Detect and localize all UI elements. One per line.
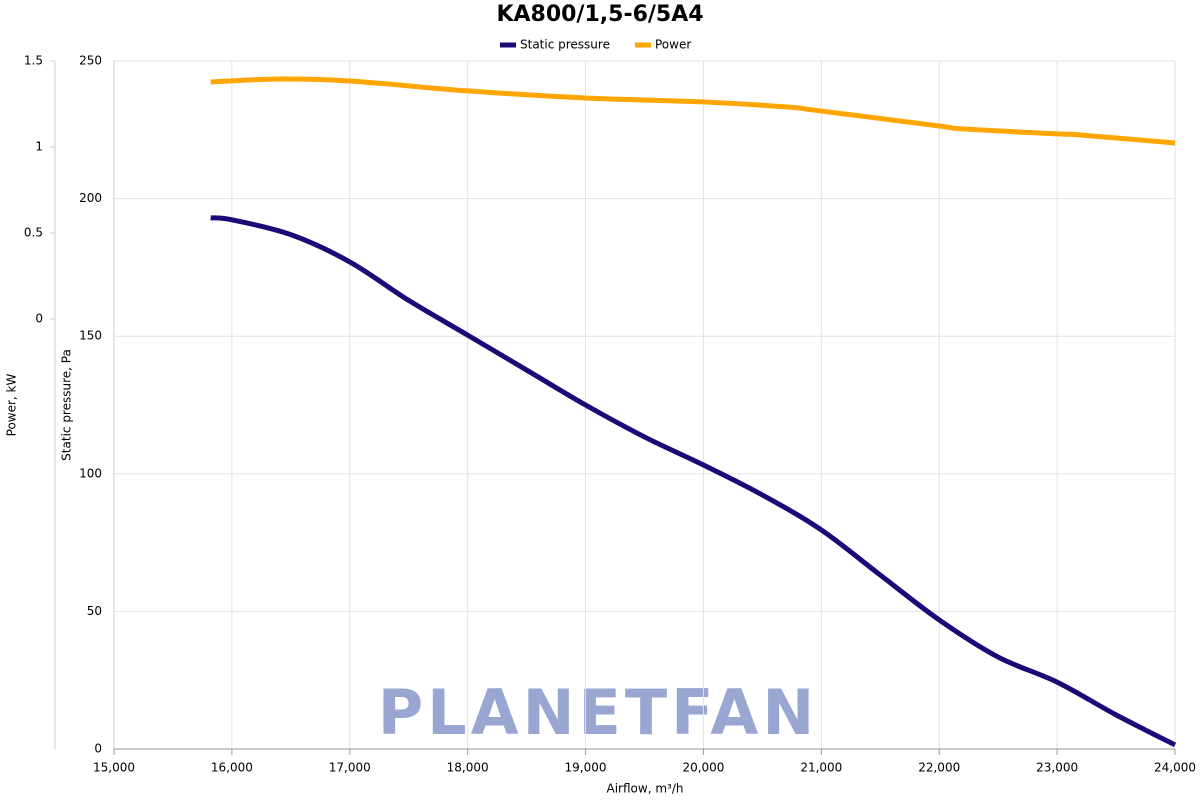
watermark: PLANETFAN (378, 676, 819, 749)
x-tick-label: 20,000 (682, 761, 724, 775)
y2-axis-label: Power, kW (5, 374, 19, 437)
x-tick-label: 23,000 (1036, 761, 1078, 775)
chart-title: KA800/1,5-6/5A4 (496, 2, 703, 27)
x-axis-label: Airflow, m³/h (607, 782, 684, 796)
y-tick-label: 100 (79, 466, 102, 480)
y2-tick-label: 1 (35, 140, 43, 154)
y-tick-label: 250 (79, 54, 102, 68)
x-tick-label: 17,000 (329, 761, 371, 775)
y-axis-label: Static pressure, Pa (60, 349, 74, 461)
x-tick-label: 18,000 (447, 761, 489, 775)
y-tick-label: 50 (87, 604, 102, 618)
y2-tick-label: 1.5 (24, 54, 43, 68)
x-tick-label: 19,000 (565, 761, 607, 775)
y2-tick-label: 0 (35, 312, 43, 326)
y-tick-label: 200 (79, 191, 102, 205)
x-tick-label: 22,000 (918, 761, 960, 775)
x-tick-label: 15,000 (93, 761, 135, 775)
series-line (210, 76, 1176, 146)
series-line (210, 215, 1177, 748)
legend-label: Static pressure (520, 38, 610, 52)
x-tick-label: 21,000 (800, 761, 842, 775)
x-tick-label: 16,000 (211, 761, 253, 775)
y-tick-label: 0 (94, 742, 102, 756)
legend-label: Power (655, 38, 691, 52)
y2-tick-label: 0.5 (24, 226, 43, 240)
y-tick-label: 150 (79, 329, 102, 343)
x-tick-label: 24,000 (1154, 761, 1196, 775)
